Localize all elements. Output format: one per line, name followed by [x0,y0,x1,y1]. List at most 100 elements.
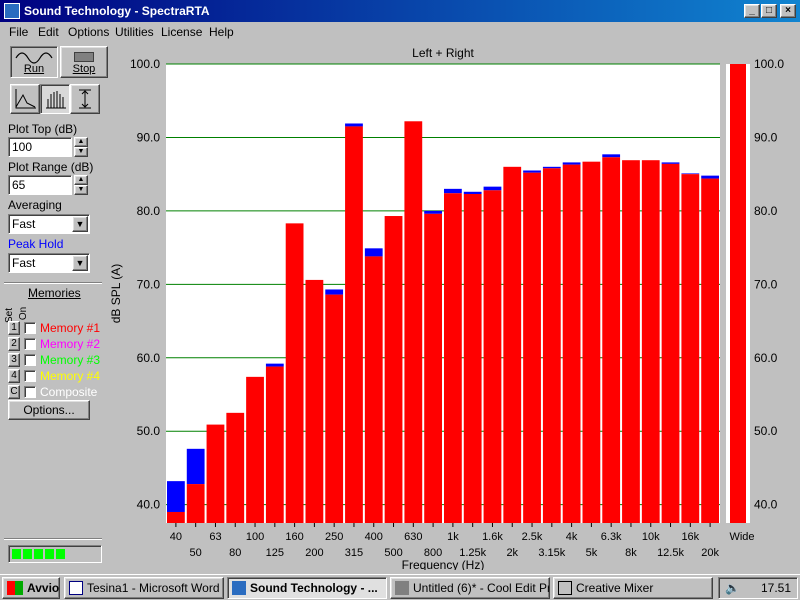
memory-on-checkbox[interactable] [24,338,36,350]
task-label: Creative Mixer [576,581,654,595]
x-tick-label: 6.3k [601,531,622,543]
averaging-select[interactable]: Fast ▼ [8,214,90,234]
y-tick-label: 100.0 [130,57,160,71]
windows-logo-icon [7,581,23,595]
memory-set-button[interactable]: 2 [8,337,20,351]
memory-on-checkbox[interactable] [24,370,36,382]
plot-range-label: Plot Range (dB) [8,160,94,174]
x-tick-label: 4k [566,531,578,543]
y-tick-label: 40.0 [137,498,161,512]
memory-name: Composite [40,385,98,399]
x-tick-label: 400 [365,531,383,543]
y-tick-label-right: 100.0 [754,57,784,71]
memory-name: Memory #1 [40,321,101,335]
memory-name: Memory #2 [40,337,101,351]
peak-bar [424,210,442,214]
app-icon[interactable] [4,3,20,19]
memory-set-button[interactable]: C [8,385,20,399]
minimize-button[interactable]: _ [744,4,760,18]
view-line-button[interactable] [10,84,40,114]
y-tick-label: 60.0 [137,351,161,365]
plot-top-down-button[interactable]: ▼ [74,147,88,157]
memories-options-button[interactable]: Options... [8,400,90,420]
menu-edit[interactable]: Edit [38,25,59,39]
memory-set-button[interactable]: 1 [8,321,20,335]
line-graph-icon [15,89,36,109]
y-tick-label-right: 60.0 [754,351,778,365]
plot-top-input[interactable]: 100 [8,137,72,157]
x-tick-label: 500 [384,547,402,559]
title-bar: Sound Technology - SpectraRTA _ □ × [0,0,800,22]
y-tick-label: 70.0 [137,277,161,291]
sine-wave-icon [15,52,53,64]
spectrum-bar [562,164,581,523]
x-tick-label: 1.6k [482,531,503,543]
level-meter [8,545,102,563]
close-button[interactable]: × [780,4,796,18]
task-mixer[interactable]: Creative Mixer [553,577,713,599]
task-spectrartа[interactable]: Sound Technology - ... [227,577,387,599]
menu-license[interactable]: License [161,25,203,39]
plot-range-down-button[interactable]: ▼ [74,185,88,195]
view-range-button[interactable] [70,84,100,114]
run-button[interactable]: Run [10,46,58,78]
clock: 17.51 [760,581,791,595]
x-tick-label: 100 [246,531,264,543]
memory-set-button[interactable]: 3 [8,353,20,367]
x-tick-label: 315 [345,547,363,559]
x-tick-label: 5k [586,547,598,559]
peak-bar [463,191,482,194]
maximize-button[interactable]: □ [761,4,777,18]
memory-on-checkbox[interactable] [24,386,36,398]
memory-set-button[interactable]: 4 [8,369,20,383]
x-tick-label: 80 [229,547,241,559]
memory-on-checkbox[interactable] [24,322,36,334]
x-tick-label: 20k [701,547,719,559]
menu-utilities[interactable]: Utilities [115,25,154,39]
x-tick-label: 16k [681,531,699,543]
peak-hold-value: Fast [12,256,36,270]
menu-help[interactable]: Help [209,25,234,39]
volume-icon[interactable]: 🔈 [725,581,740,595]
y-tick-label: 50.0 [137,424,161,438]
menu-file[interactable]: File [9,25,29,39]
task-word[interactable]: Tesina1 - Microsoft Word [64,577,224,599]
spectrum-bar [681,174,700,523]
stop-label: Stop [72,63,96,75]
averaging-value: Fast [12,217,36,231]
chart-title: Left + Right [412,46,474,60]
plot-range-input[interactable]: 65 [8,175,72,195]
peak-bar [542,166,561,169]
memory-on-checkbox[interactable] [24,354,36,366]
x-tick-label: 50 [190,547,202,559]
x-tick-label: 2k [506,547,518,559]
x-tick-label: 63 [209,531,221,543]
spectrum-bar [424,213,442,523]
on-column-header: On [18,306,30,321]
word-icon [69,581,83,595]
plot-top-label: Plot Top (dB) [8,122,78,136]
plot-range-up-button[interactable]: ▲ [74,175,88,185]
view-bars-button[interactable] [40,84,70,114]
plot-top-up-button[interactable]: ▲ [74,137,88,147]
spectrum-bar [483,190,502,523]
task-label: Untitled (6)* - Cool Edit Pro [413,581,550,595]
spectrum-bar [246,376,264,523]
peak-hold-select[interactable]: Fast ▼ [8,253,90,273]
peak-bar [167,481,185,512]
memories-title: Memories [28,286,81,300]
spectrum-bar [364,256,383,523]
averaging-dropdown-icon[interactable]: ▼ [72,216,88,232]
peak-hold-dropdown-icon[interactable]: ▼ [72,255,88,271]
menu-options[interactable]: Options [68,25,110,39]
x-tick-label: 200 [305,547,323,559]
spectrum-bar [167,511,185,523]
start-button[interactable]: Avvio [2,577,60,599]
spectrum-bar [285,223,304,523]
run-label: Run [23,63,45,75]
memory-name: Memory #4 [40,369,101,383]
x-tick-label: 8k [625,547,637,559]
meter-segment [56,549,65,559]
stop-button[interactable]: Stop [60,46,108,78]
task-cooledit[interactable]: Untitled (6)* - Cool Edit Pro [390,577,550,599]
